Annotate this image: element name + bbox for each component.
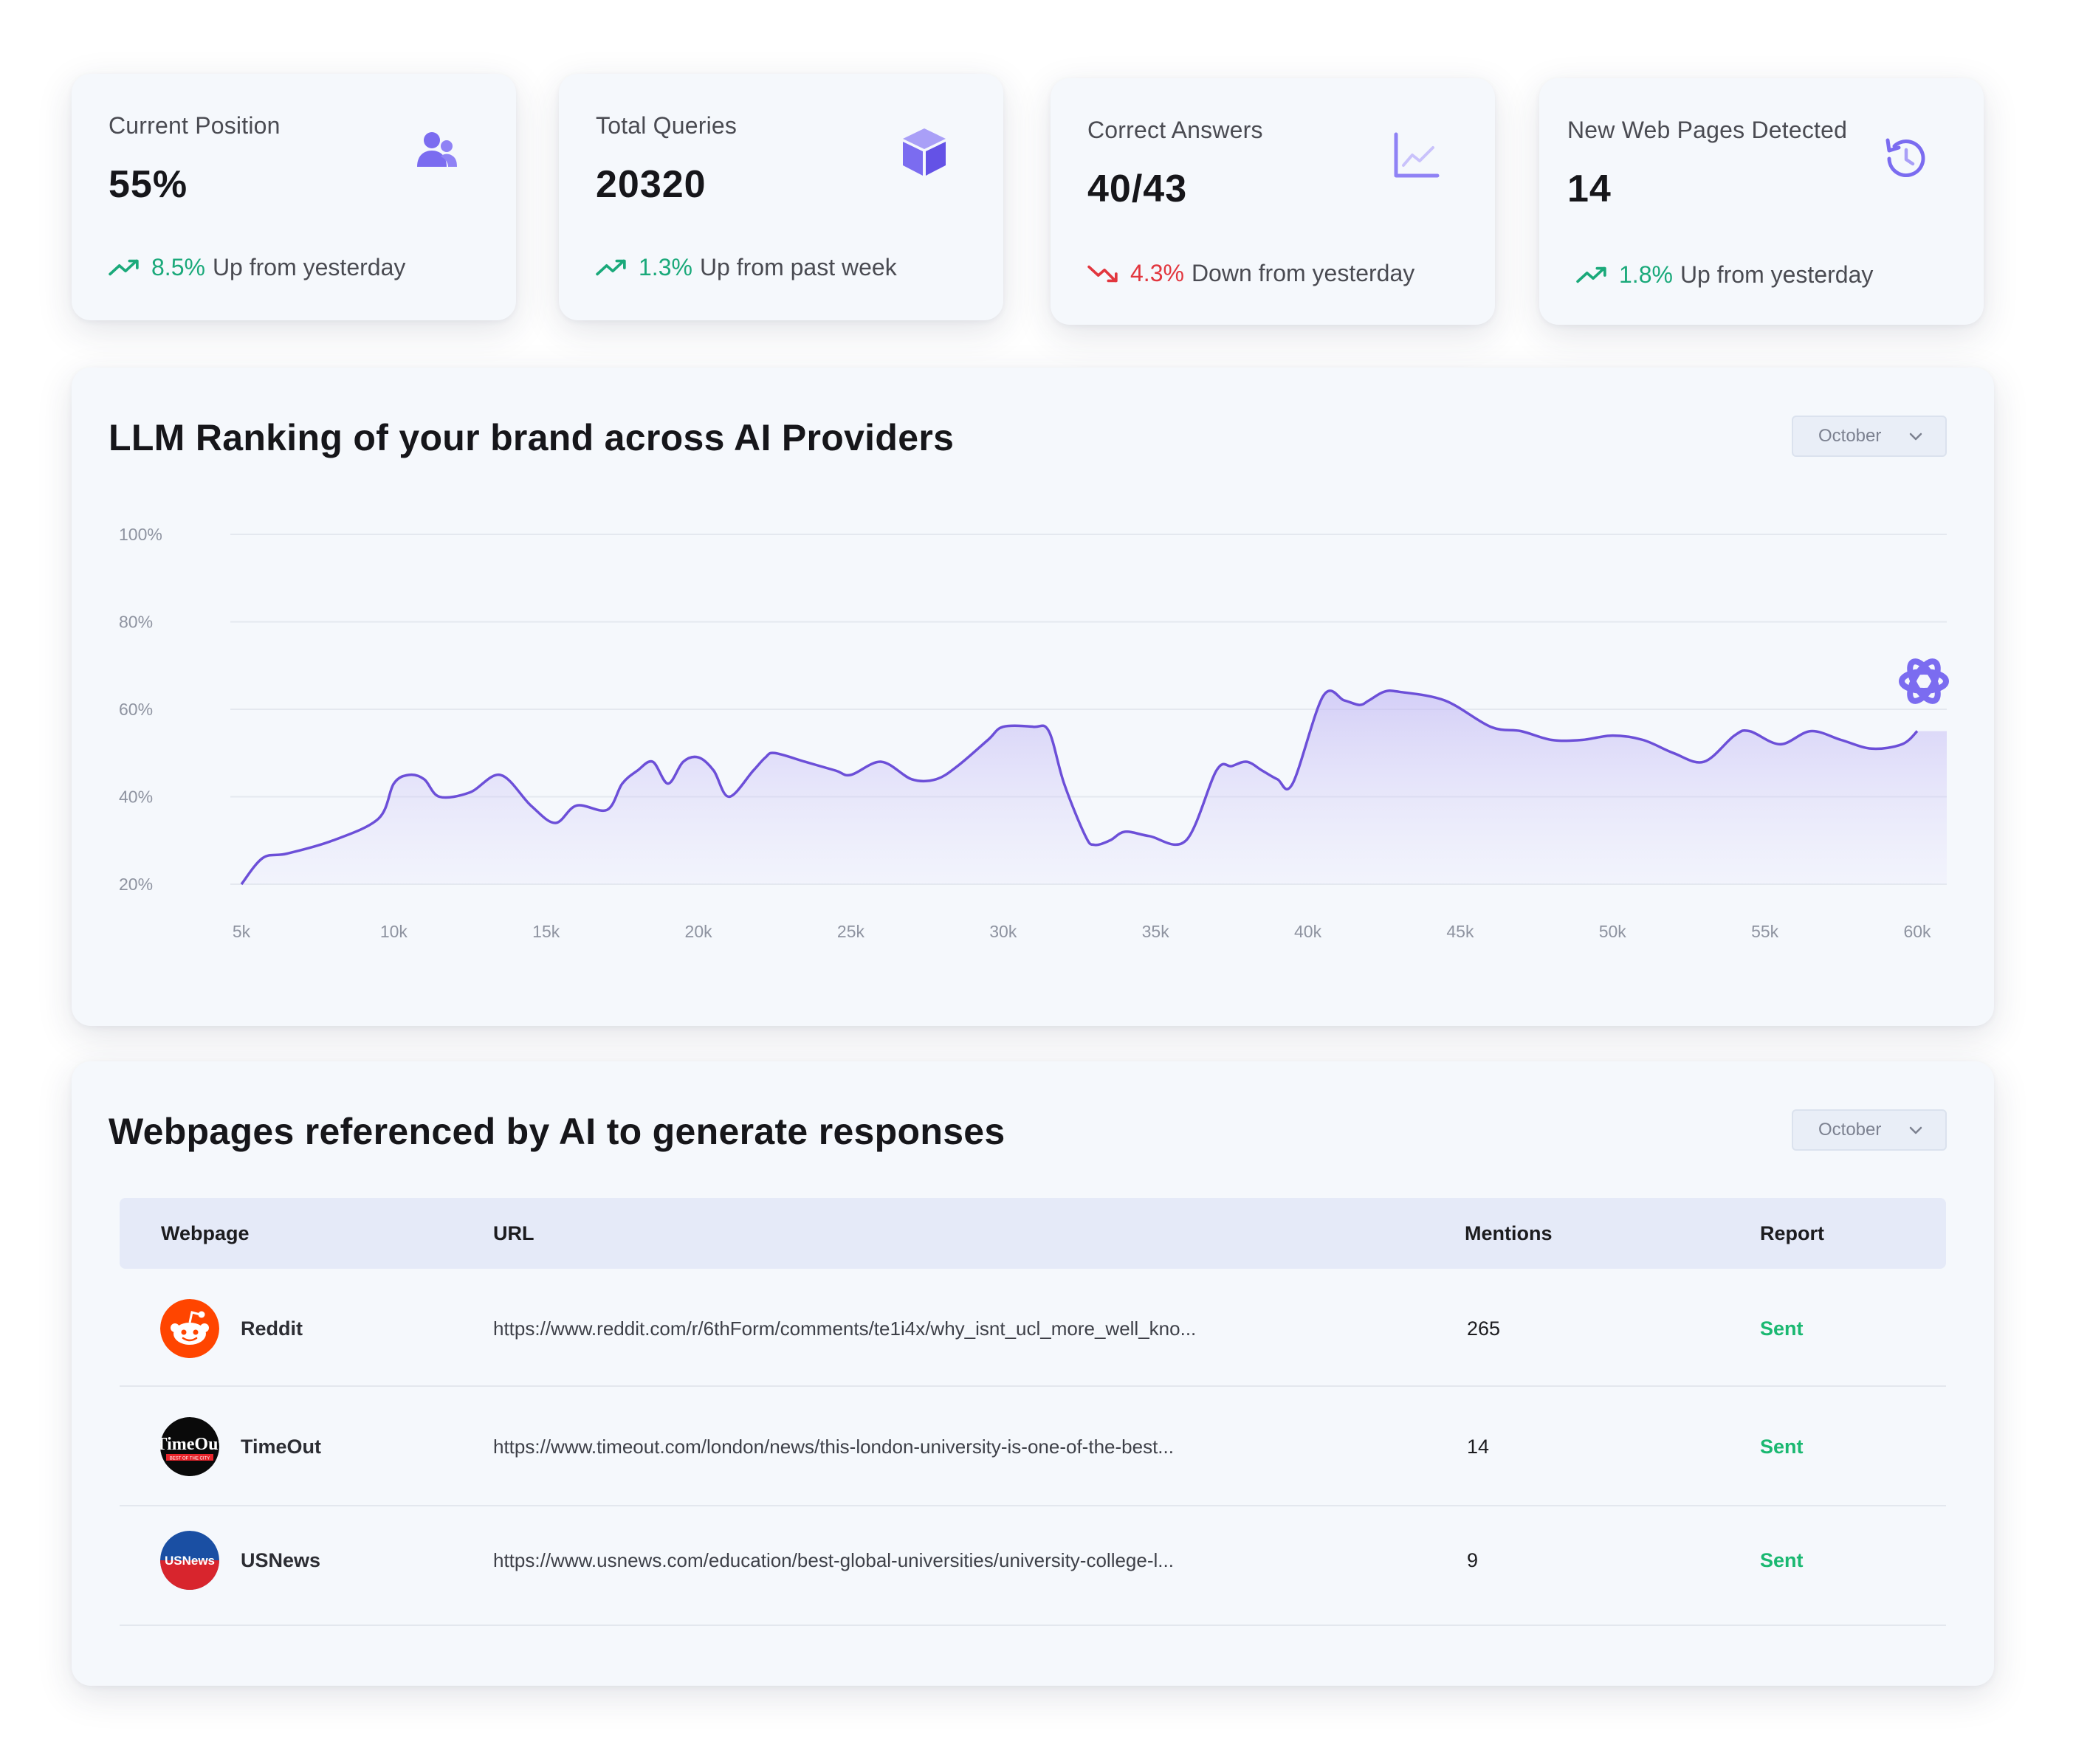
stat-trend: 8.5% Up from yesterday <box>109 254 405 281</box>
dropdown-value: October <box>1818 426 1882 446</box>
webpage-name: TimeOut <box>241 1436 322 1458</box>
stat-value: 40/43 <box>1087 168 1188 210</box>
stat-change: 4.3% <box>1130 260 1184 286</box>
chevron-down-icon <box>1909 1126 1922 1134</box>
x-tick-label: 50k <box>1599 922 1627 941</box>
webpages-title: Webpages referenced by AI to generate re… <box>109 1111 1005 1152</box>
stat-note: Up from yesterday <box>212 254 406 280</box>
x-tick-label: 45k <box>1446 922 1474 941</box>
timeout-logo-subtext: BEST OF THE CITY <box>170 1457 210 1461</box>
reddit-logo <box>160 1299 219 1358</box>
y-tick-label: 60% <box>119 700 153 719</box>
column-header-report[interactable]: Report <box>1760 1222 1824 1244</box>
cube-icon <box>897 124 952 179</box>
x-tick-label: 5k <box>233 922 251 941</box>
report-status[interactable]: Sent <box>1760 1317 1804 1340</box>
y-tick-label: 100% <box>119 525 162 544</box>
trend-up-icon <box>596 259 626 275</box>
y-tick-label: 80% <box>119 613 153 632</box>
llm-ranking-card: LLM Ranking of your brand across AI Prov… <box>72 368 1994 1026</box>
stat-note: Up from yesterday <box>1680 261 1874 288</box>
y-tick-label: 20% <box>119 875 153 894</box>
x-tick-label: 60k <box>1903 922 1931 941</box>
x-tick-label: 20k <box>685 922 713 941</box>
webpages-card: Webpages referenced by AI to generate re… <box>72 1061 1994 1686</box>
stat-title: Current Position <box>109 112 281 139</box>
x-tick-label: 15k <box>532 922 560 941</box>
table-header: Webpage URL Mentions Report <box>120 1198 1946 1269</box>
y-tick-label: 40% <box>119 788 153 807</box>
column-header-webpage[interactable]: Webpage <box>161 1222 250 1244</box>
column-header-mentions[interactable]: Mentions <box>1465 1222 1553 1244</box>
stat-title: New Web Pages Detected <box>1567 117 1848 143</box>
table-row[interactable]: USNews USNews https://www.usnews.com/edu… <box>120 1506 1946 1626</box>
series-line <box>240 689 1919 886</box>
timeout-logo: TimeOut BEST OF THE CITY <box>160 1417 219 1476</box>
stat-trend: 1.3% Up from past week <box>596 254 897 281</box>
stat-value: 20320 <box>596 163 707 206</box>
stat-title: Total Queries <box>596 112 738 139</box>
stat-trend: 4.3% Down from yesterday <box>1087 260 1414 287</box>
stat-card-current-position: Current Position 55% 8.5% Up from yester… <box>72 74 516 320</box>
stat-note: Down from yesterday <box>1191 260 1415 286</box>
trend-down-icon <box>1087 265 1118 282</box>
history-icon <box>1879 131 1933 186</box>
stat-note: Up from past week <box>699 254 897 280</box>
webpage-name: Reddit <box>241 1317 303 1340</box>
stat-title: Correct Answers <box>1087 117 1263 143</box>
webpage-url-link[interactable]: https://www.reddit.com/r/6thForm/comment… <box>493 1317 1197 1340</box>
stat-card-total-queries: Total Queries 20320 1.3% Up from past we… <box>559 74 1003 320</box>
month-dropdown[interactable]: October <box>1792 416 1947 457</box>
chevron-down-icon <box>1909 433 1922 441</box>
mentions-count: 9 <box>1467 1549 1479 1571</box>
openai-icon <box>1899 658 1949 704</box>
stat-change: 1.8% <box>1619 261 1673 288</box>
mentions-count: 265 <box>1467 1317 1501 1340</box>
ranking-chart: 20% 40% 60% 80% 100% 5k 10k 15k 20k 25k 30k 35k 40k 4… <box>119 525 1949 941</box>
stat-value: 14 <box>1567 168 1612 210</box>
trend-up-icon <box>109 259 139 275</box>
column-header-url[interactable]: URL <box>493 1222 534 1244</box>
x-tick-label: 40k <box>1294 922 1322 941</box>
timeout-logo-text: TimeOut <box>160 1435 219 1454</box>
line-chart-icon <box>1389 128 1443 183</box>
x-tick-label: 55k <box>1751 922 1779 941</box>
trend-up-icon <box>1576 266 1606 283</box>
table-row[interactable]: Reddit https://www.reddit.com/r/6thForm/… <box>120 1270 1946 1387</box>
webpage-name: USNews <box>241 1549 321 1571</box>
webpage-url-link[interactable]: https://www.usnews.com/education/best-gl… <box>493 1549 1174 1571</box>
x-tick-label: 10k <box>380 922 408 941</box>
stat-trend: 1.8% Up from yesterday <box>1576 261 1873 289</box>
x-tick-label: 30k <box>989 922 1017 941</box>
webpage-url-link[interactable]: https://www.timeout.com/london/news/this… <box>493 1436 1174 1458</box>
ranking-title: LLM Ranking of your brand across AI Prov… <box>109 417 955 458</box>
stat-change: 8.5% <box>151 254 205 280</box>
report-status[interactable]: Sent <box>1760 1549 1804 1571</box>
x-tick-label: 25k <box>837 922 865 941</box>
series-area <box>241 690 1947 884</box>
usnews-logo-text: USNews <box>165 1554 215 1568</box>
stat-value: 55% <box>109 163 188 206</box>
mentions-count: 14 <box>1467 1436 1490 1458</box>
users-icon <box>410 124 464 179</box>
table-row[interactable]: TimeOut BEST OF THE CITY TimeOut https:/… <box>120 1387 1946 1506</box>
x-tick-label: 35k <box>1142 922 1170 941</box>
month-dropdown[interactable]: October <box>1792 1109 1947 1151</box>
usnews-logo: USNews <box>160 1531 219 1590</box>
report-status[interactable]: Sent <box>1760 1436 1804 1458</box>
stat-change: 1.3% <box>639 254 692 280</box>
dropdown-value: October <box>1818 1120 1882 1140</box>
stat-card-new-web-pages: New Web Pages Detected 14 1.8% Up from y… <box>1539 78 1984 325</box>
stat-card-correct-answers: Correct Answers 40/43 4.3% Down from yes… <box>1051 78 1495 325</box>
